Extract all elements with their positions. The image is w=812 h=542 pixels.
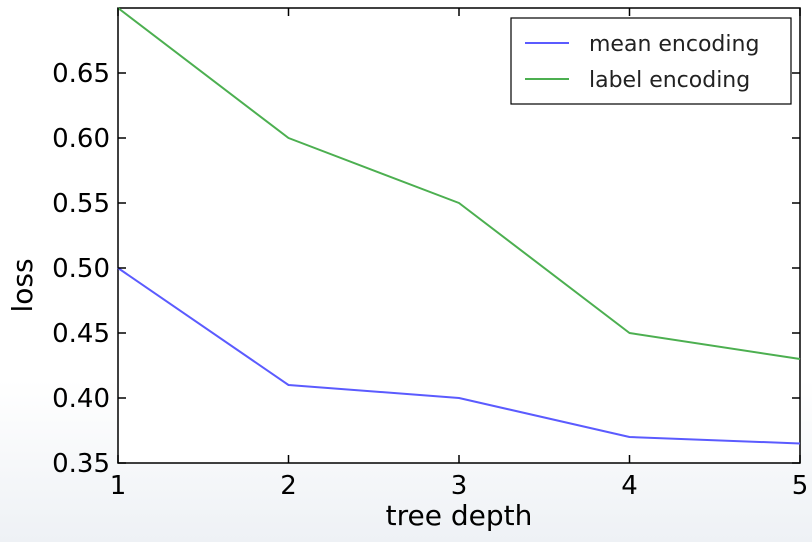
y-tick-label: 0.60: [52, 124, 110, 154]
legend-label: label encoding: [589, 68, 750, 93]
y-tick-label: 0.35: [52, 449, 110, 479]
legend-label: mean encoding: [589, 32, 759, 57]
y-tick-label: 0.40: [52, 384, 110, 414]
x-tick-label: 5: [792, 471, 809, 501]
y-tick-label: 0.45: [52, 319, 110, 349]
x-tick-label: 1: [110, 471, 127, 501]
y-tick-label: 0.65: [52, 59, 110, 89]
x-axis-label: tree depth: [386, 499, 533, 532]
legend: mean encoding label encoding: [510, 17, 792, 105]
x-tick-label: 2: [280, 471, 297, 501]
y-axis-label: loss: [6, 258, 39, 312]
y-tick-label: 0.50: [52, 254, 110, 284]
x-ticks: 1 2 3 4 5: [110, 8, 809, 501]
series-layer: [117, 7, 801, 445]
y-ticks: 0.35 0.40 0.45 0.50 0.55 0.60 0.65: [52, 59, 800, 479]
x-tick-label: 3: [451, 471, 468, 501]
x-tick-label: 4: [621, 471, 638, 501]
legend-box: [510, 17, 792, 105]
y-tick-label: 0.55: [52, 189, 110, 219]
